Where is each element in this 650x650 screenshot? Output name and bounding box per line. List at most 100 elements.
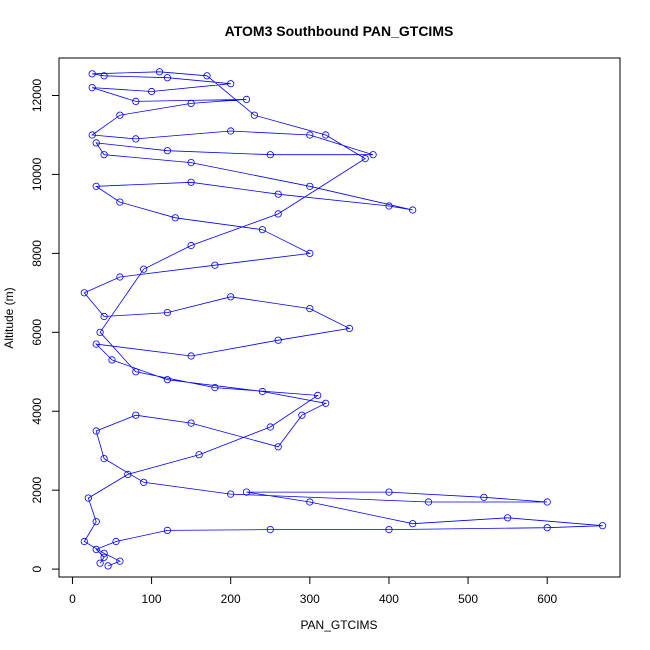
data-point	[100, 553, 108, 561]
data-point	[88, 84, 96, 92]
y-tick-label: 8000	[30, 240, 44, 267]
chart-title: ATOM3 Southbound PAN_GTCIMS	[225, 23, 454, 39]
plot-area-frame	[58, 57, 621, 578]
data-point	[345, 324, 353, 332]
data-point	[80, 537, 88, 546]
data-point	[314, 391, 322, 399]
data-point	[306, 182, 314, 190]
data-point	[187, 419, 195, 427]
data-point	[92, 182, 100, 190]
data-point	[274, 336, 282, 344]
data-point	[258, 387, 266, 396]
data-point	[227, 490, 235, 498]
x-tick-label: 600	[537, 592, 557, 606]
data-point	[132, 97, 140, 106]
data-point	[163, 376, 171, 384]
data-point	[242, 95, 251, 104]
data-point	[385, 488, 393, 496]
data-point	[274, 190, 282, 198]
data-series	[80, 68, 607, 570]
data-point	[306, 498, 314, 506]
x-axis: 0 100 200 300 400 500 600	[69, 576, 558, 606]
data-point	[203, 72, 211, 80]
data-point	[104, 562, 112, 570]
data-point	[266, 525, 274, 534]
y-tick-label: 4000	[30, 398, 44, 425]
y-tick-label: 2000	[30, 477, 44, 504]
data-point	[424, 498, 433, 506]
data-point	[140, 265, 148, 273]
data-point	[132, 135, 140, 143]
data-point	[100, 549, 108, 557]
data-point	[116, 273, 124, 281]
data-point	[187, 241, 195, 250]
data-point	[369, 151, 377, 159]
y-tick-label: 6000	[30, 319, 44, 346]
data-point	[211, 261, 219, 269]
data-point	[480, 493, 488, 501]
data-point	[322, 399, 330, 407]
data-point	[100, 454, 108, 463]
data-point	[306, 304, 314, 313]
series-line	[83, 71, 603, 567]
data-point	[227, 127, 235, 135]
data-point	[92, 518, 100, 526]
data-point	[274, 443, 282, 451]
data-point	[187, 159, 195, 167]
x-tick-label: 300	[300, 592, 320, 606]
x-axis-label: PAN_GTCIMS	[300, 618, 377, 632]
data-point	[132, 411, 140, 419]
data-point	[100, 312, 108, 321]
data-point	[266, 151, 274, 159]
data-point	[88, 131, 96, 139]
data-point	[148, 87, 156, 96]
data-point	[92, 139, 100, 147]
data-point	[409, 206, 417, 214]
data-point	[80, 289, 88, 297]
data-point	[211, 383, 219, 392]
data-point	[187, 352, 195, 360]
data-point	[92, 340, 100, 348]
x-tick-label: 100	[142, 592, 162, 606]
y-tick-label: 12000	[30, 78, 44, 112]
y-axis: 0 2000 4000 6000 8000 10000 12000	[30, 78, 60, 572]
data-point	[163, 74, 171, 82]
data-point	[92, 427, 100, 435]
y-axis-label: Altitude (m)	[2, 287, 16, 348]
data-point	[140, 478, 148, 486]
data-point	[242, 488, 251, 496]
data-point	[187, 99, 195, 108]
data-point	[227, 80, 235, 88]
data-point	[132, 368, 140, 376]
data-point	[100, 151, 108, 159]
data-point	[163, 147, 171, 155]
data-point	[227, 293, 235, 301]
data-point	[543, 498, 551, 506]
data-point	[171, 214, 179, 222]
data-point	[195, 451, 203, 459]
data-point	[100, 72, 108, 80]
data-point	[409, 520, 417, 528]
data-point	[503, 514, 512, 522]
data-point	[385, 525, 393, 534]
data-point	[306, 249, 314, 257]
x-tick-label: 200	[221, 592, 241, 606]
data-point	[108, 356, 116, 364]
y-tick-label: 10000	[30, 157, 44, 191]
x-tick-label: 400	[379, 592, 399, 606]
data-point	[116, 557, 124, 565]
data-point	[112, 537, 120, 546]
data-point	[116, 198, 124, 206]
x-tick-label: 500	[458, 592, 478, 606]
data-point	[88, 70, 96, 78]
data-point	[96, 559, 104, 567]
data-point	[266, 423, 274, 431]
data-point	[163, 308, 171, 317]
data-point	[187, 178, 195, 186]
data-point	[155, 68, 164, 76]
data-point	[322, 131, 330, 139]
data-point	[92, 545, 100, 554]
data-point	[116, 111, 124, 119]
data-point	[385, 202, 393, 210]
